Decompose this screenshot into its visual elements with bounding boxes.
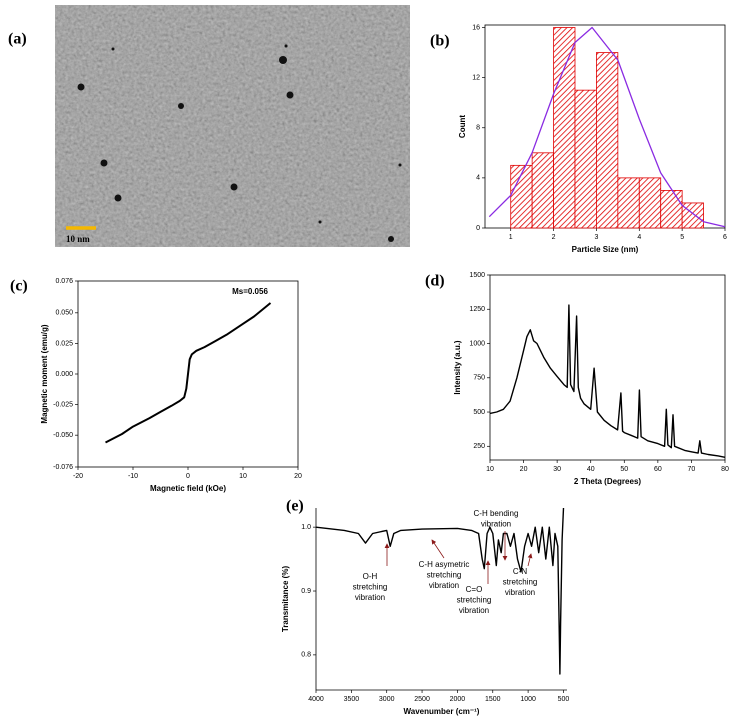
- y-axis-label: Magnetic moment (emu/g): [40, 324, 49, 423]
- x-tick-label: 1500: [485, 696, 501, 703]
- x-tick-label: 10: [486, 466, 494, 473]
- x-tick-label: -10: [128, 473, 138, 480]
- annotation: O-H: [363, 572, 378, 581]
- x-axis-label: Magnetic field (kOe): [150, 484, 226, 493]
- hist-bar: [660, 190, 683, 229]
- data-line: [105, 302, 272, 444]
- x-tick-label: 500: [558, 696, 570, 703]
- hist-bar: [553, 27, 576, 229]
- x-tick-label: 20: [294, 473, 302, 480]
- annotation: vibration: [459, 606, 489, 615]
- annotation-arrow: [431, 539, 445, 559]
- y-tick-label: 0.9: [301, 588, 311, 595]
- x-tick-label: 1000: [520, 696, 536, 703]
- y-tick-label: 12: [472, 74, 480, 81]
- annotation: vibration: [505, 588, 535, 597]
- y-tick-label: -0.050: [53, 432, 73, 439]
- annotation: vibration: [355, 593, 385, 602]
- y-tick-label: 1000: [469, 340, 485, 347]
- annotation: C-N: [513, 567, 527, 576]
- annotation: stretching: [353, 583, 388, 592]
- x-tick-label: 1: [509, 234, 513, 241]
- y-tick-label: 1250: [469, 306, 485, 313]
- panel-label: (e): [286, 498, 304, 515]
- x-tick-label: -20: [73, 473, 83, 480]
- annotation: Ms=0.056: [232, 287, 268, 296]
- plot-frame: [489, 274, 726, 461]
- y-tick-label: 750: [473, 375, 485, 382]
- hist-bar: [617, 177, 640, 229]
- y-tick-label: 250: [473, 443, 485, 450]
- x-tick-label: 10: [239, 473, 247, 480]
- annotation: C-H bending: [474, 509, 519, 518]
- annotation: vibration: [429, 581, 459, 590]
- y-tick-label: 0: [476, 225, 480, 232]
- annotation: stretching: [503, 578, 538, 587]
- panel-label: (a): [8, 31, 27, 48]
- x-tick-label: 60: [654, 466, 662, 473]
- x-axis-label: Wavenumber (cm⁻¹): [404, 707, 480, 716]
- scale-bar-label: 10 nm: [66, 234, 90, 244]
- y-tick-label: 0.000: [55, 371, 73, 378]
- panel-label: (b): [430, 33, 450, 50]
- hist-bar: [681, 202, 704, 229]
- x-tick-label: 2: [552, 234, 556, 241]
- x-tick-label: 6: [723, 234, 727, 241]
- annotation-arrow: [527, 553, 533, 567]
- y-tick-label: 1500: [469, 272, 485, 279]
- axes: [315, 508, 567, 691]
- x-tick-label: 80: [721, 466, 729, 473]
- annotation: C=O: [466, 585, 483, 594]
- x-axis-label: 2 Theta (Degrees): [574, 477, 641, 486]
- annotation: stretching: [457, 596, 492, 605]
- hist-bar: [596, 52, 619, 229]
- x-tick-label: 4000: [308, 696, 324, 703]
- y-tick-label: -0.076: [53, 464, 73, 471]
- x-tick-label: 5: [680, 234, 684, 241]
- x-tick-label: 40: [587, 466, 595, 473]
- y-axis-label: Intensity (a.u.): [453, 340, 462, 395]
- annotation: C-H asymetric: [419, 560, 470, 569]
- y-tick-label: 16: [472, 24, 480, 31]
- y-axis-label: Count: [458, 115, 467, 138]
- y-tick-label: 0.8: [301, 652, 311, 659]
- hist-bar: [574, 89, 597, 229]
- hist-bar: [531, 152, 554, 229]
- x-axis-label: Particle Size (nm): [572, 245, 639, 254]
- data-line: [489, 304, 726, 458]
- annotation: vibration: [481, 520, 511, 529]
- x-tick-label: 4: [637, 234, 641, 241]
- data-line: [488, 26, 726, 228]
- y-tick-label: 0.076: [55, 278, 73, 285]
- x-tick-label: 50: [620, 466, 628, 473]
- x-tick-label: 30: [553, 466, 561, 473]
- y-axis-label: Transmitance (%): [281, 566, 290, 633]
- y-tick-label: 4: [476, 175, 480, 182]
- y-tick-label: 500: [473, 409, 485, 416]
- y-tick-label: 1.0: [301, 524, 311, 531]
- hist-bar: [638, 177, 662, 229]
- annotation: stretching: [427, 571, 462, 580]
- x-tick-label: 3000: [379, 696, 395, 703]
- y-tick-label: -0.025: [53, 401, 73, 408]
- x-tick-label: 2500: [414, 696, 430, 703]
- data-line: [315, 507, 565, 675]
- x-tick-label: 3500: [344, 696, 360, 703]
- x-tick-label: 70: [688, 466, 696, 473]
- panel-label: (d): [425, 273, 445, 290]
- x-tick-label: 3: [594, 234, 598, 241]
- y-tick-label: 0.050: [55, 310, 73, 317]
- y-tick-label: 8: [476, 125, 480, 132]
- x-tick-label: 2000: [450, 696, 466, 703]
- y-tick-label: 0.025: [55, 340, 73, 347]
- x-tick-label: 20: [520, 466, 528, 473]
- x-tick-label: 0: [186, 473, 190, 480]
- tem-image: [55, 5, 410, 247]
- panel-label: (c): [10, 278, 28, 295]
